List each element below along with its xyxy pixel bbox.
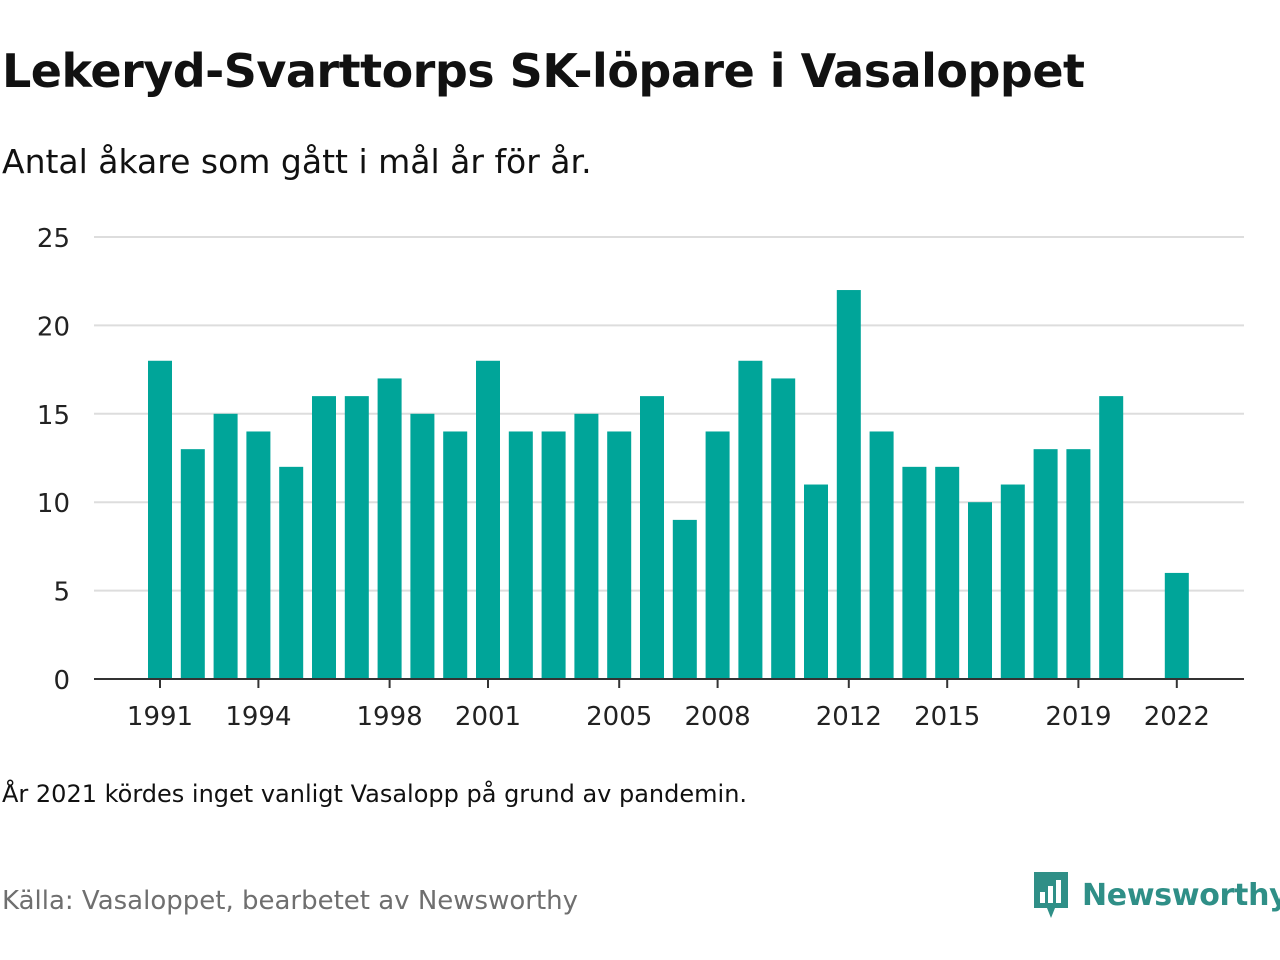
- bars: [148, 290, 1189, 679]
- bar: [213, 413, 238, 679]
- bar: [836, 290, 861, 679]
- bar: [902, 466, 927, 679]
- x-tick-label: 1998: [357, 702, 423, 732]
- bar: [148, 360, 172, 679]
- bar: [312, 396, 336, 679]
- x-tick-label: 2019: [1045, 702, 1111, 732]
- bar: [377, 378, 402, 679]
- bar: [935, 466, 960, 679]
- brand-name: Newsworthy: [1082, 877, 1280, 913]
- x-tick-label: 1991: [127, 702, 193, 732]
- bar: [508, 431, 533, 679]
- bar: [869, 431, 894, 679]
- bar: [246, 431, 271, 679]
- y-tick-label: 5: [53, 578, 70, 608]
- x-axis-ticks: 1991 1994 1998 2001 2005 2008 2012 2015 2019 2022: [127, 679, 1210, 732]
- x-tick-label: 1994: [225, 702, 291, 732]
- x-tick-label: 2015: [914, 702, 980, 732]
- bar: [410, 413, 435, 679]
- bar: [541, 431, 566, 679]
- newsworthy-logo-icon: [1034, 872, 1068, 918]
- bar: [804, 484, 828, 679]
- bar: [476, 360, 500, 679]
- source-credit: Källa: Vasaloppet, bearbetet av Newswort…: [2, 886, 578, 916]
- bar: [1000, 484, 1025, 679]
- y-tick-label: 20: [37, 312, 70, 342]
- footnote: År 2021 kördes inget vanligt Vasalopp på…: [2, 780, 748, 808]
- bar: [705, 431, 730, 679]
- bar: [968, 502, 992, 679]
- y-tick-label: 15: [37, 401, 70, 431]
- y-tick-label: 25: [37, 224, 70, 254]
- y-tick-label: 0: [53, 666, 70, 696]
- chart-title: Lekeryd-Svarttorps SK-löpare i Vasaloppe…: [2, 44, 1085, 98]
- x-tick-label: 2022: [1144, 702, 1210, 732]
- bar: [443, 431, 468, 679]
- x-tick-label: 2012: [816, 702, 882, 732]
- bar: [672, 519, 697, 679]
- bar: [279, 466, 304, 679]
- bar: [344, 396, 369, 679]
- x-tick-label: 2005: [586, 702, 652, 732]
- x-tick-label: 2008: [685, 702, 751, 732]
- bar-chart: 0 5 10 15 20 25 1991 1994 1998 2001 2005 2008 2012 2…: [37, 224, 1244, 732]
- bar: [607, 431, 632, 679]
- bar: [640, 396, 664, 679]
- bar: [574, 413, 599, 679]
- chart-subtitle: Antal åkare som gått i mål år för år.: [2, 142, 592, 181]
- bar: [771, 378, 796, 679]
- newsworthy-logo[interactable]: Newsworthy: [1032, 870, 1280, 920]
- y-tick-label: 10: [37, 489, 70, 519]
- bar: [1033, 449, 1058, 679]
- bar: [1099, 396, 1124, 679]
- bar: [180, 449, 205, 679]
- bar: [1066, 449, 1091, 679]
- x-tick-label: 2001: [455, 702, 521, 732]
- bar: [1164, 572, 1189, 679]
- y-axis-ticks: 0 5 10 15 20 25: [37, 224, 70, 696]
- bar: [738, 360, 763, 679]
